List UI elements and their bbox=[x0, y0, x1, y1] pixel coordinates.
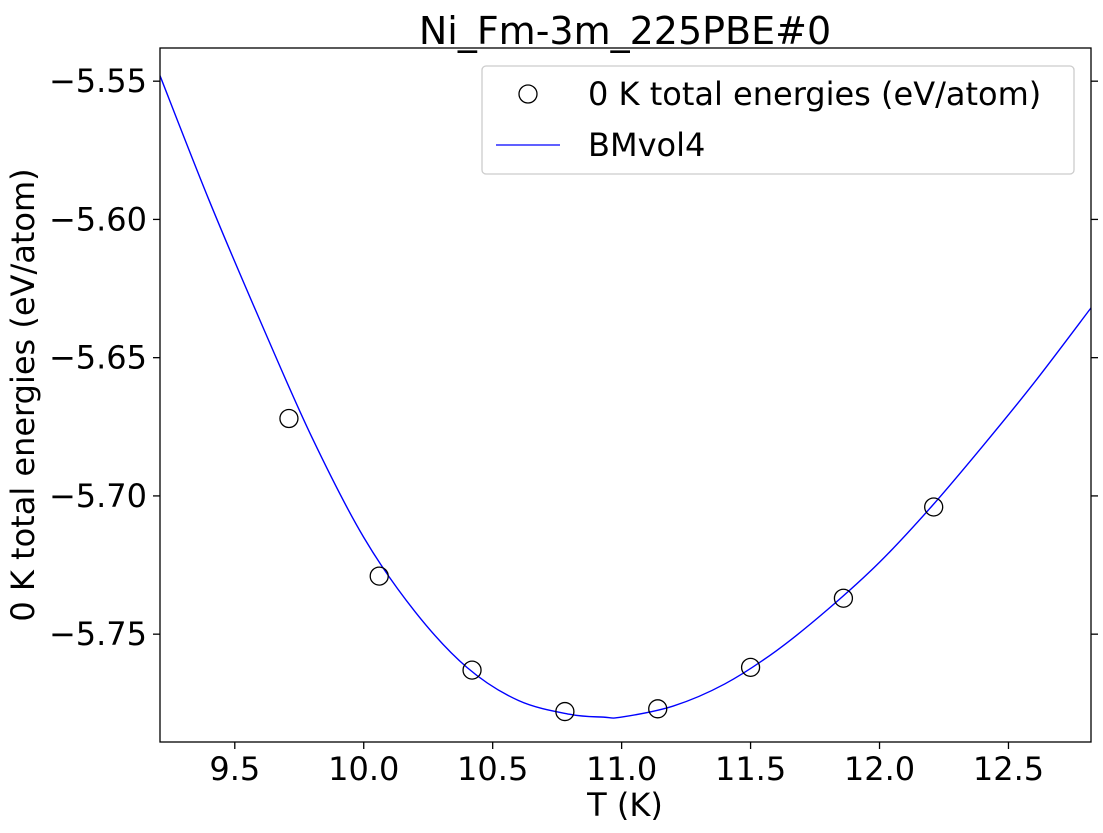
chart-title: Ni_Fm-3m_225PBE#0 bbox=[419, 9, 831, 53]
data-point bbox=[369, 566, 389, 586]
x-tick-label: 12.5 bbox=[973, 750, 1044, 788]
y-axis-label: 0 K total energies (eV/atom) bbox=[4, 168, 42, 621]
x-tick-label: 10.0 bbox=[328, 750, 399, 788]
data-point bbox=[924, 497, 944, 517]
legend-label-line: BMvol4 bbox=[588, 126, 705, 164]
x-tick-label: 10.5 bbox=[457, 750, 528, 788]
y-tick-label: −5.55 bbox=[49, 62, 147, 100]
x-axis-label: T (K) bbox=[586, 786, 663, 824]
plot-frame bbox=[159, 47, 1092, 743]
data-point bbox=[279, 408, 299, 429]
x-tick-label: 11.5 bbox=[715, 750, 786, 788]
data-point bbox=[833, 588, 854, 608]
series-line-bmvol4 bbox=[160, 75, 1091, 719]
data-point bbox=[462, 660, 482, 680]
x-tick-label: 9.5 bbox=[209, 750, 260, 788]
legend-marker-scatter bbox=[518, 84, 538, 104]
x-tick-label: 12.0 bbox=[844, 750, 915, 788]
legend-box bbox=[481, 65, 1075, 175]
x-tick-label: 11.0 bbox=[586, 750, 657, 788]
y-tick-label: −5.60 bbox=[49, 200, 147, 238]
data-point bbox=[648, 699, 668, 719]
legend: 0 K total energies (eV/atom) BMvol4 bbox=[481, 65, 1075, 175]
y-tick-label: −5.65 bbox=[49, 339, 147, 377]
data-point bbox=[740, 657, 761, 677]
data-point bbox=[555, 701, 575, 722]
legend-label-scatter: 0 K total energies (eV/atom) bbox=[588, 75, 1041, 113]
y-tick-label: −5.75 bbox=[49, 615, 147, 653]
y-tick-label: −5.70 bbox=[49, 477, 147, 515]
